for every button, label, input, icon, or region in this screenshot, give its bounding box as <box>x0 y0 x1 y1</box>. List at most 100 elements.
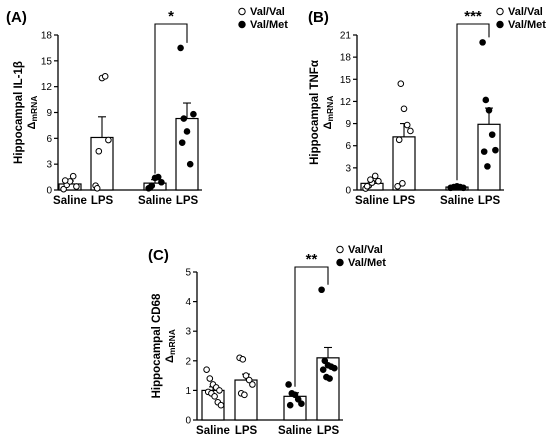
panel-a: (A) 0 3 6 9 12 15 18 Hippocampal IL-1β ΔmRNA Salin… <box>6 6 288 207</box>
y-tick-label: 15 <box>340 75 352 86</box>
significance-marker: *** <box>464 8 482 25</box>
data-point <box>95 147 103 155</box>
data-point <box>482 96 490 104</box>
data-point <box>239 356 247 363</box>
legend-marker <box>238 7 246 16</box>
data-point <box>61 177 69 184</box>
data-point <box>321 357 329 365</box>
y-tick-label: 0 <box>185 416 191 427</box>
y-axis-sublabel-delta: Δ <box>26 121 38 129</box>
data-point <box>177 44 184 52</box>
data-point <box>186 160 194 168</box>
data-point <box>460 184 467 192</box>
data-point <box>318 286 325 294</box>
y-axis-sublabel-delta: Δ <box>164 355 176 363</box>
category-label: Saline <box>53 195 87 207</box>
legend-marker <box>496 7 504 16</box>
data-point <box>399 180 406 187</box>
y-axis-sublabel-text: mRNA <box>167 329 177 355</box>
y-tick-label: 1 <box>185 386 191 397</box>
data-point <box>367 176 374 183</box>
data-point <box>291 391 299 399</box>
data-point <box>203 366 210 373</box>
y-axis-sublabel-delta: Δ <box>322 121 334 129</box>
y-tick-label: 0 <box>345 186 351 197</box>
y-tick-label: 12 <box>340 97 352 108</box>
data-point <box>371 172 379 180</box>
data-point <box>93 184 101 192</box>
data-point <box>375 177 382 185</box>
data-point <box>217 401 225 409</box>
data-point <box>216 387 223 394</box>
y-axis-label: Hippocampal CD68 <box>151 293 163 398</box>
data-point <box>298 400 305 408</box>
y-tick-label: 5 <box>185 268 191 279</box>
y-tick-label: 6 <box>46 134 52 145</box>
data-point <box>241 391 248 399</box>
category-label: LPS <box>478 195 501 207</box>
category-label: Saline <box>196 425 230 437</box>
data-point <box>403 121 411 129</box>
y-tick-label: 3 <box>345 163 351 174</box>
significance-bracket <box>154 23 188 174</box>
data-point <box>73 183 80 190</box>
data-point <box>363 183 371 190</box>
y-tick-label: 12 <box>41 82 53 93</box>
legend-label: Val/Met <box>508 19 546 31</box>
y-axis-label: Hippocampal TNFα <box>309 60 321 165</box>
panel-b: (B) 0 3 6 9 12 15 18 21 Hippocampal TNFα ΔmRNA Sali… <box>308 6 546 207</box>
y-axis-sublabel-text: mRNA <box>29 96 39 122</box>
category-label: Saline <box>355 195 389 207</box>
data-point <box>60 185 67 193</box>
y-tick-label: 4 <box>185 297 191 308</box>
y-tick-label: 2 <box>185 356 191 367</box>
data-point <box>480 148 488 155</box>
data-point <box>178 139 186 146</box>
legend-marker <box>336 258 344 267</box>
legend-marker <box>238 20 246 29</box>
significance-bracket <box>456 23 490 181</box>
data-point <box>183 128 191 135</box>
data-point <box>158 178 165 186</box>
data-point <box>394 183 401 190</box>
data-point <box>245 376 253 384</box>
y-axis-sublabel-text: mRNA <box>325 96 335 122</box>
data-point <box>479 39 486 46</box>
data-point <box>206 375 214 382</box>
y-axis-sublabel: ΔmRNA <box>322 96 335 130</box>
data-point <box>249 381 256 388</box>
data-point <box>101 73 109 80</box>
category-label: Saline <box>138 195 172 207</box>
data-point <box>190 110 197 118</box>
data-point <box>400 105 408 113</box>
category-label: LPS <box>235 425 258 437</box>
data-point <box>211 393 218 400</box>
category-label: LPS <box>91 195 114 207</box>
bar <box>90 136 114 191</box>
y-tick-label: 18 <box>41 31 53 42</box>
y-axis-sublabel: ΔmRNA <box>26 96 39 130</box>
y-tick-label: 21 <box>340 31 352 42</box>
panel-c: (C) 0 1 2 3 4 5 Hippocampal CD68 ΔmRNA Saline LPS S… <box>148 244 386 437</box>
y-tick-label: 3 <box>185 327 191 338</box>
category-label: LPS <box>317 425 340 437</box>
data-point <box>395 136 403 144</box>
legend-marker <box>336 245 344 254</box>
data-point <box>326 375 333 382</box>
legend-label: Val/Met <box>250 19 288 31</box>
y-tick-label: 18 <box>340 53 352 64</box>
panel-label: (C) <box>148 247 169 264</box>
data-point <box>484 163 491 170</box>
data-point <box>105 136 112 144</box>
data-point <box>154 173 162 181</box>
y-axis-label: Hippocampal IL-1β <box>13 61 25 164</box>
significance-marker: * <box>168 8 174 25</box>
data-point <box>69 172 77 180</box>
legend-label: Val/Val <box>508 6 543 18</box>
y-tick-label: 0 <box>46 186 52 197</box>
y-tick-label: 3 <box>46 160 52 171</box>
category-label: Saline <box>440 195 474 207</box>
legend-label: Val/Val <box>250 6 285 18</box>
category-label: Saline <box>278 425 312 437</box>
data-point <box>485 106 493 114</box>
